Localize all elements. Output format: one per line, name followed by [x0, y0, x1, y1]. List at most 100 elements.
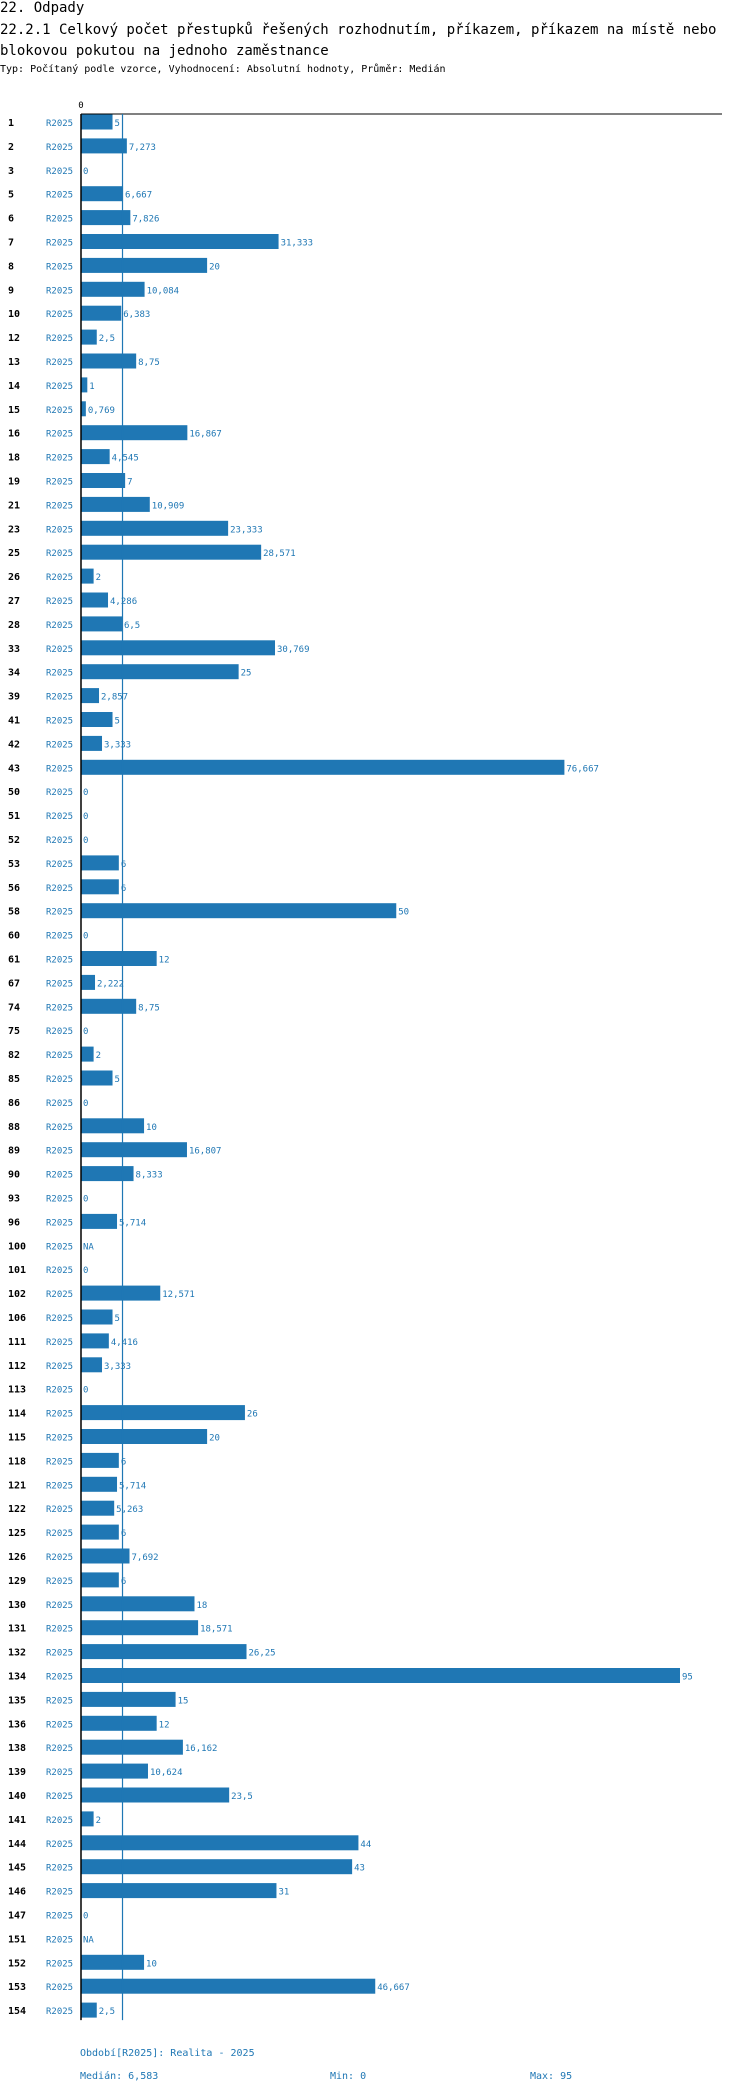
- bar: [81, 1715, 157, 1731]
- category-label: 90: [8, 1170, 20, 1181]
- value-label: 26: [247, 1410, 258, 1420]
- series-label: R2025: [46, 1266, 73, 1276]
- series-label: R2025: [46, 454, 73, 464]
- series-label: R2025: [46, 501, 73, 511]
- series-label: R2025: [46, 1720, 73, 1730]
- value-label: 26,25: [249, 1649, 276, 1659]
- category-label: 42: [8, 739, 20, 750]
- value-label: 95: [682, 1673, 693, 1683]
- value-label: 5: [115, 1314, 120, 1324]
- value-label: 28,571: [263, 549, 296, 559]
- bar: [81, 114, 113, 130]
- category-label: 2: [8, 142, 14, 153]
- bar: [81, 1333, 109, 1349]
- bar: [81, 2002, 97, 2018]
- category-label: 58: [8, 907, 20, 918]
- bar: [81, 1668, 680, 1683]
- value-label: 20: [209, 262, 220, 272]
- series-label: R2025: [46, 334, 73, 344]
- series-label: R2025: [46, 836, 73, 846]
- bar: [81, 329, 97, 345]
- bar: [81, 496, 150, 512]
- value-label: 12,571: [162, 1290, 195, 1300]
- series-label: R2025: [46, 1792, 73, 1802]
- series-label: R2025: [46, 1123, 73, 1133]
- category-label: 106: [8, 1313, 26, 1324]
- series-label: R2025: [46, 1505, 73, 1515]
- bar: [81, 305, 122, 321]
- series-label: R2025: [46, 908, 73, 918]
- series-label: R2025: [46, 932, 73, 942]
- category-label: 74: [8, 1002, 20, 1013]
- x-axis-zero-label: 0: [78, 101, 83, 111]
- category-label: 53: [8, 859, 20, 870]
- category-label: 96: [8, 1217, 20, 1228]
- category-label: 25: [8, 548, 20, 559]
- series-label: R2025: [46, 2007, 73, 2017]
- bar: [81, 1142, 187, 1158]
- bar: [81, 1763, 148, 1779]
- category-label: 67: [8, 978, 20, 989]
- category-label: 118: [8, 1456, 26, 1467]
- series-label: R2025: [46, 286, 73, 296]
- bar: [81, 1213, 118, 1229]
- bar: [81, 281, 145, 297]
- category-label: 15: [8, 405, 20, 416]
- series-label: R2025: [46, 430, 73, 440]
- category-label: 134: [8, 1672, 26, 1683]
- series-label: R2025: [46, 478, 73, 488]
- bar: [81, 1835, 359, 1851]
- value-label: 7: [127, 478, 132, 488]
- series-label: R2025: [46, 406, 73, 416]
- category-label: 52: [8, 835, 20, 846]
- category-label: 13: [8, 357, 20, 368]
- value-label: 2: [96, 573, 101, 583]
- category-label: 86: [8, 1098, 20, 1109]
- value-label: 10,084: [147, 286, 180, 296]
- category-label: 93: [8, 1194, 20, 1205]
- series-label: R2025: [46, 549, 73, 559]
- bar: [81, 473, 126, 488]
- category-label: 126: [8, 1552, 26, 1563]
- value-label: 7,692: [132, 1553, 159, 1563]
- value-label: 50: [398, 908, 409, 918]
- series-label: R2025: [46, 1553, 73, 1563]
- category-label: 131: [8, 1624, 26, 1635]
- bar: [81, 1166, 134, 1182]
- series-label: R2025: [46, 1290, 73, 1300]
- bar: [81, 855, 119, 871]
- bar: [81, 425, 188, 441]
- value-label: 12: [159, 956, 170, 966]
- bar: [81, 1739, 183, 1755]
- bar: [81, 568, 94, 584]
- category-label: 144: [8, 1839, 26, 1850]
- series-label: R2025: [46, 1195, 73, 1205]
- series-label: R2025: [46, 1649, 73, 1659]
- category-label: 125: [8, 1528, 26, 1539]
- category-label: 51: [8, 811, 20, 822]
- category-label: 21: [8, 500, 20, 511]
- value-label: 30,769: [277, 645, 310, 655]
- series-label: R2025: [46, 1888, 73, 1898]
- category-label: 43: [8, 763, 20, 774]
- series-label: R2025: [46, 740, 73, 750]
- value-label: 5: [115, 1075, 120, 1085]
- bar: [81, 879, 119, 895]
- bar: [81, 1357, 103, 1373]
- series-label: R2025: [46, 884, 73, 894]
- series-label: R2025: [46, 215, 73, 225]
- category-label: 56: [8, 883, 20, 894]
- value-label: 7,273: [129, 143, 156, 153]
- series-label: R2025: [46, 979, 73, 989]
- series-label: R2025: [46, 1481, 73, 1491]
- value-label: 8,75: [138, 1003, 160, 1013]
- value-label: 5: [115, 119, 120, 129]
- value-label: 5: [115, 717, 120, 727]
- bar: [81, 1978, 376, 1994]
- bar: [81, 1405, 245, 1421]
- series-label: R2025: [46, 573, 73, 583]
- category-label: 33: [8, 644, 20, 655]
- series-label: R2025: [46, 1577, 73, 1587]
- bar: [81, 1954, 145, 1970]
- value-label: 16,162: [185, 1744, 218, 1754]
